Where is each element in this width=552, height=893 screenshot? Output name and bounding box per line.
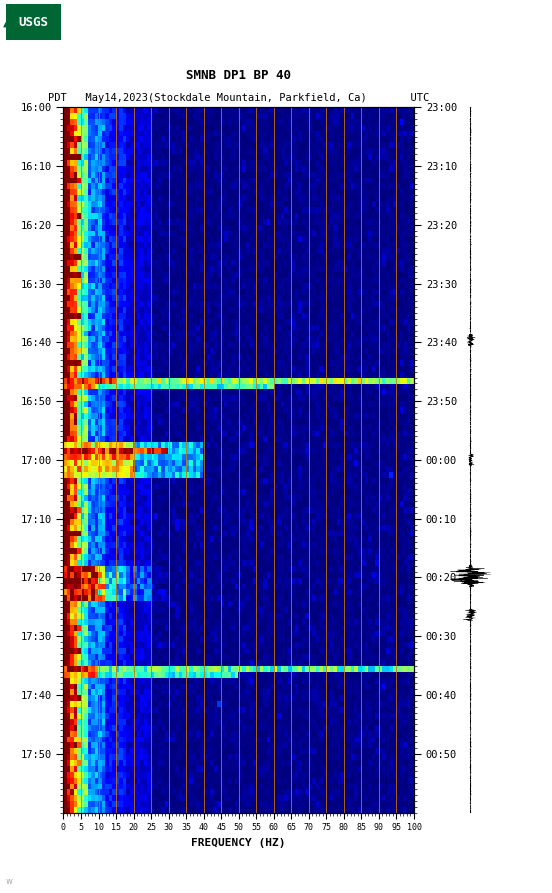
X-axis label: FREQUENCY (HZ): FREQUENCY (HZ) [192, 838, 286, 847]
Text: ▲: ▲ [3, 17, 11, 28]
Text: PDT   May14,2023(Stockdale Mountain, Parkfield, Ca)       UTC: PDT May14,2023(Stockdale Mountain, Parkf… [48, 93, 429, 103]
Text: w: w [6, 877, 12, 886]
Text: SMNB DP1 BP 40: SMNB DP1 BP 40 [186, 69, 291, 82]
Text: USGS: USGS [18, 16, 48, 29]
